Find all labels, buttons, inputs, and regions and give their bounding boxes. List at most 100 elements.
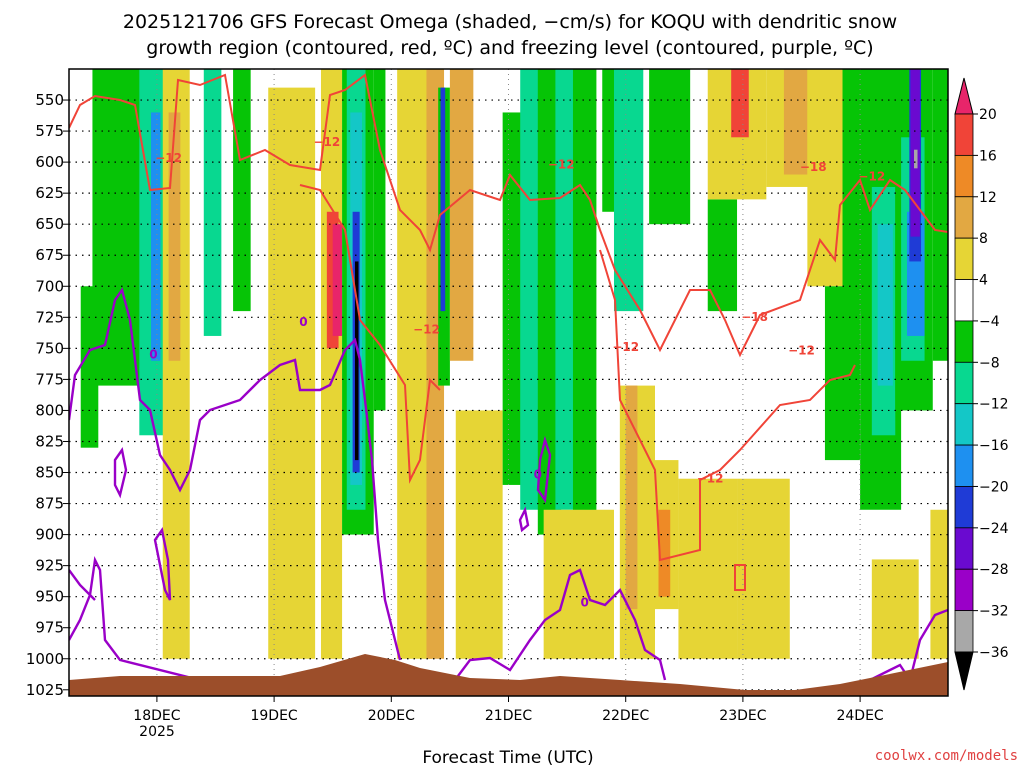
omega-band-58 (871, 559, 919, 659)
colorbar-segment-7 (954, 361, 974, 405)
omega-band-16 (354, 261, 359, 461)
x-tick-label-18DEC: 18DEC (133, 708, 180, 724)
y-tick-label-575: 575 (35, 122, 64, 140)
y-axis-ticks: 550 575 600 625 650 675 700 725 750 775 800 825 850 8… (26, 91, 69, 699)
dgz-contour-2 (599, 249, 856, 562)
x-axis-title: Forecast Time (UTC) (422, 748, 593, 768)
colorbar-segment-11 (954, 527, 974, 570)
colorbar-segment-4 (954, 237, 974, 280)
colorbar-top-triangle (954, 77, 974, 115)
colorbar-segment-13 (954, 610, 974, 653)
dgz-label-1: −12 (313, 135, 340, 149)
omega-band-43 (807, 69, 849, 287)
colorbar-label-3: 8 (979, 231, 988, 247)
y-tick-label-700: 700 (35, 277, 64, 295)
freezing-label-1: 0 (149, 347, 157, 361)
colorbar-segment-3 (954, 196, 974, 239)
omega-band-25 (520, 69, 542, 510)
y-tick-label-775: 775 (35, 370, 64, 388)
y-tick-label-875: 875 (35, 495, 64, 513)
omega-band-8 (268, 87, 316, 659)
dgz-label-2: −12 (413, 322, 440, 336)
omega-band-28 (572, 69, 597, 535)
freezing-contour-5 (454, 568, 667, 681)
chart-title-line2: growth region (contoured, red, ºC) and f… (146, 37, 873, 59)
freezing-label-2: 0 (534, 468, 542, 482)
y-tick-label-850: 850 (35, 464, 64, 482)
freezing-contour-4 (69, 569, 96, 601)
x-tick-label-23DEC: 23DEC (719, 708, 766, 724)
x-tick-label-20DEC: 20DEC (368, 708, 415, 724)
y-tick-label-950: 950 (35, 588, 64, 606)
omega-band-0 (92, 69, 146, 386)
omega-band-6 (80, 286, 99, 448)
y-tick-label-900: 900 (35, 526, 64, 544)
credit-text: coolwx.com/models (875, 748, 1018, 764)
omega-band-29 (543, 509, 614, 659)
omega-band-56 (932, 69, 948, 361)
y-tick-label-1025: 1025 (26, 681, 64, 699)
dgz-label-9: −12 (858, 170, 885, 184)
y-tick-label-975: 975 (35, 619, 64, 637)
omega-band-57 (930, 509, 948, 659)
x-tick-label-22DEC: 22DEC (602, 708, 649, 724)
omega-band-4 (168, 112, 181, 361)
omega-band-11 (332, 224, 343, 336)
colorbar-label-10: −24 (979, 521, 1009, 537)
omega-band-31 (613, 69, 644, 312)
dgz-label-3: −12 (548, 157, 575, 171)
omega-band-33 (625, 385, 638, 610)
y-tick-label-675: 675 (35, 246, 64, 264)
freezing-label-3: 0 (581, 596, 589, 610)
freezing-label-0: 0 (299, 315, 307, 329)
y-tick-label-650: 650 (35, 215, 64, 233)
freezing-contour-3 (153, 527, 172, 601)
colorbar-label-7: −12 (979, 397, 1009, 413)
y-tick-label-725: 725 (35, 308, 64, 326)
y-tick-label-1000: 1000 (26, 650, 64, 668)
dgz-label-8: −18 (800, 160, 827, 174)
colorbar-label-1: 16 (979, 148, 997, 164)
omega-shading (80, 69, 948, 659)
omega-band-37 (678, 478, 738, 659)
omega-band-40 (731, 69, 749, 138)
omega-band-42 (783, 69, 808, 175)
y-tick-label-600: 600 (35, 153, 64, 171)
omega-band-7 (233, 69, 251, 312)
dgz-label-6: −18 (741, 310, 768, 324)
colorbar-segment-1 (954, 113, 974, 156)
colorbar-label-5: −4 (979, 314, 1000, 330)
omega-band-22 (449, 69, 474, 361)
omega-band-21 (440, 87, 446, 312)
colorbar-segment-8 (954, 403, 974, 446)
dgz-contours: −12 −12 −12 −12 −12 −12 −18 −12 −18 −12 (69, 73, 948, 591)
dgz-label-0: −12 (155, 151, 182, 165)
freezing-contour-8 (869, 608, 948, 683)
dgz-contour-1 (299, 184, 441, 484)
colorbar-label-2: 12 (979, 190, 997, 206)
colorbar-segment-9 (954, 444, 974, 487)
colorbar-label-11: −28 (979, 562, 1009, 578)
x-year-label: 2025 (139, 724, 175, 740)
omega-band-2 (151, 112, 161, 361)
x-tick-label-21DEC: 21DEC (485, 708, 532, 724)
terrain-surface (69, 654, 948, 696)
colorbar-bottom-triangle (954, 651, 974, 691)
omega-band-36 (658, 509, 671, 597)
y-tick-label-825: 825 (35, 432, 64, 450)
colorbar-label-0: 20 (979, 107, 997, 123)
colorbar-segment-10 (954, 486, 974, 529)
colorbar-label-6: −8 (979, 355, 1000, 371)
y-tick-label-750: 750 (35, 339, 64, 357)
omega-band-55 (914, 149, 918, 169)
chart-title-line1: 2025121706 GFS Forecast Omega (shaded, −… (123, 11, 897, 33)
y-tick-label-925: 925 (35, 557, 64, 575)
colorbar-label-9: −20 (979, 479, 1009, 495)
dgz-label-4: −12 (612, 340, 639, 354)
x-axis-ticks: 18DEC 19DEC 20DEC 21DEC 22DEC 23DEC 24DEC (133, 696, 884, 724)
x-tick-label-19DEC: 19DEC (250, 708, 297, 724)
freezing-contour-7 (518, 506, 530, 533)
freezing-contour-2 (113, 447, 128, 499)
dgz-contour-0 (69, 73, 948, 358)
